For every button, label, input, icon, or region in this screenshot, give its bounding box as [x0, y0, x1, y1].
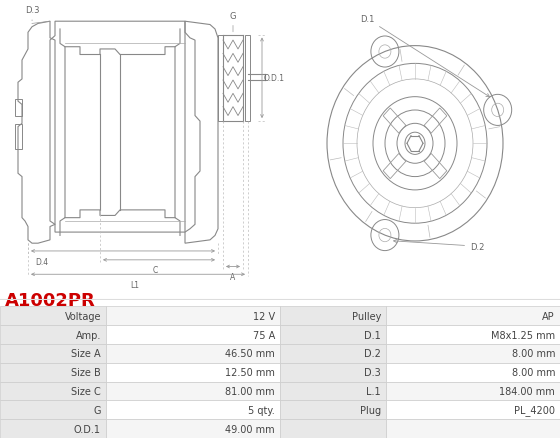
Text: 49.00 mm: 49.00 mm	[225, 424, 275, 434]
Text: A1002PR: A1002PR	[4, 291, 95, 309]
Bar	[106, 344, 280, 363]
Text: Pulley: Pulley	[352, 311, 381, 321]
Bar	[0, 400, 106, 419]
Bar	[0, 325, 106, 344]
Bar	[106, 363, 280, 381]
Text: D.3: D.3	[25, 6, 40, 21]
Bar	[106, 307, 280, 325]
Text: D.1: D.1	[364, 330, 381, 340]
Bar	[106, 400, 280, 419]
Text: D.2: D.2	[364, 349, 381, 359]
Text: O.D.1: O.D.1	[74, 424, 101, 434]
Text: Voltage: Voltage	[64, 311, 101, 321]
Text: 12 V: 12 V	[253, 311, 275, 321]
Bar	[280, 363, 386, 381]
Bar	[245, 35, 250, 122]
Text: D.4: D.4	[35, 257, 48, 266]
Bar	[280, 344, 386, 363]
Bar	[386, 419, 560, 438]
Bar	[280, 307, 386, 325]
Text: Amp.: Amp.	[76, 330, 101, 340]
Text: 184.00 mm: 184.00 mm	[500, 386, 555, 396]
Bar	[280, 381, 386, 400]
Text: 8.00 mm: 8.00 mm	[511, 367, 555, 377]
Text: C: C	[152, 266, 157, 275]
Bar	[386, 381, 560, 400]
Text: D.3: D.3	[364, 367, 381, 377]
Bar	[0, 381, 106, 400]
Text: 75 A: 75 A	[253, 330, 275, 340]
Bar	[106, 325, 280, 344]
Bar	[106, 381, 280, 400]
Bar	[0, 419, 106, 438]
Bar	[280, 325, 386, 344]
Text: AP: AP	[543, 311, 555, 321]
Bar	[15, 125, 22, 149]
Text: G: G	[94, 405, 101, 415]
Text: M8x1.25 mm: M8x1.25 mm	[491, 330, 555, 340]
Bar	[0, 363, 106, 381]
Bar	[280, 419, 386, 438]
Bar	[15, 100, 22, 116]
Text: Size C: Size C	[71, 386, 101, 396]
Bar	[0, 307, 106, 325]
Text: Plug: Plug	[360, 405, 381, 415]
Text: L.1: L.1	[366, 386, 381, 396]
Bar	[386, 307, 560, 325]
Text: 8.00 mm: 8.00 mm	[511, 349, 555, 359]
Bar	[280, 400, 386, 419]
Bar	[386, 325, 560, 344]
Bar	[386, 344, 560, 363]
Text: 12.50 mm: 12.50 mm	[225, 367, 275, 377]
Bar	[218, 35, 223, 122]
Bar	[386, 363, 560, 381]
Text: 46.50 mm: 46.50 mm	[225, 349, 275, 359]
Text: G: G	[230, 12, 236, 33]
Text: Size B: Size B	[71, 367, 101, 377]
Text: D.1: D.1	[360, 15, 489, 98]
Bar	[0, 344, 106, 363]
Text: L1: L1	[130, 280, 139, 289]
Text: O.D.1: O.D.1	[264, 74, 285, 83]
Text: 81.00 mm: 81.00 mm	[225, 386, 275, 396]
Text: A: A	[230, 272, 236, 281]
Text: Size A: Size A	[71, 349, 101, 359]
Bar	[386, 400, 560, 419]
Text: PL_4200: PL_4200	[514, 404, 555, 415]
Bar	[106, 419, 280, 438]
Text: 5 qty.: 5 qty.	[248, 405, 275, 415]
Text: D.2: D.2	[394, 240, 484, 251]
